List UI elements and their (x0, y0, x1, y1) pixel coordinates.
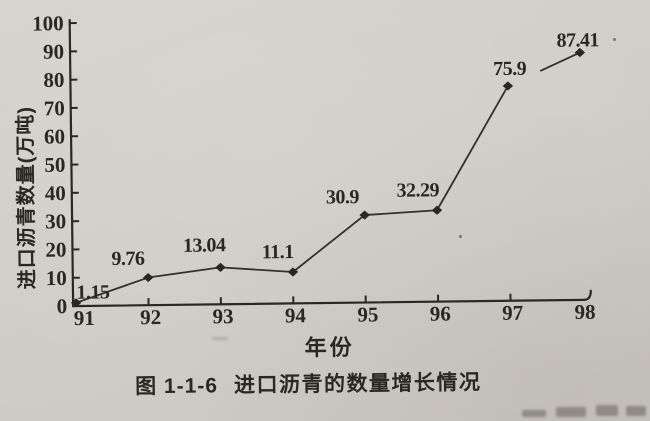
x-tick-label: 94 (285, 303, 307, 327)
figure-number: 图 1-1-6 (134, 374, 219, 399)
y-tick-label: 80 (43, 68, 64, 92)
y-tick-label: 100 (32, 11, 64, 35)
figure-title: 进口沥青的数量增长情况 (233, 371, 482, 398)
data-point-label: 9.76 (111, 248, 145, 270)
y-tick-label: 40 (45, 181, 66, 205)
series-segment (539, 51, 581, 72)
x-tick-label: 91 (74, 306, 95, 330)
x-tick-label: 95 (357, 302, 378, 326)
data-point-marker (431, 205, 443, 215)
x-tick-label: 96 (430, 301, 451, 325)
series-segment (148, 266, 221, 279)
y-tick-label: 90 (43, 39, 64, 63)
x-tick-label: 98 (574, 300, 595, 324)
series-segment (364, 209, 438, 216)
y-tick-label: 30 (45, 209, 66, 233)
series-segment (436, 85, 509, 211)
data-point-marker (70, 298, 82, 308)
data-point-label: 87.41 (556, 29, 599, 52)
data-point-label: 1.15 (76, 281, 110, 303)
data-point-label: 13.04 (183, 234, 226, 257)
data-point-marker (359, 210, 370, 220)
data-point-marker (215, 262, 226, 272)
data-point-marker (502, 81, 514, 91)
y-axis-title: 进口沥青数量(万吨) (14, 105, 39, 290)
y-tick-label: 0 (57, 294, 68, 318)
x-tick-label: 93 (212, 304, 233, 328)
data-point-marker (574, 47, 586, 58)
data-point-label: 75.9 (493, 58, 527, 80)
x-axis-end-hook (582, 289, 592, 301)
series-segment (220, 266, 294, 273)
data-point-marker (143, 272, 154, 283)
x-tick-label: 97 (502, 301, 523, 325)
figure-caption: 图 1-1-6 进口沥青的数量增长情况 (135, 365, 555, 400)
y-tick-label: 70 (44, 96, 65, 120)
data-point-label: 11.1 (262, 241, 294, 263)
y-tick-label: 50 (44, 153, 65, 177)
axis-lines (68, 19, 586, 308)
x-tick-label: 92 (140, 305, 161, 329)
data-point-marker (287, 267, 299, 277)
series-segment (75, 276, 149, 304)
series-segment (292, 214, 366, 273)
y-tick-label: 60 (44, 124, 65, 148)
data-point-label: 32.29 (396, 179, 439, 202)
y-tick-label: 10 (46, 266, 67, 290)
data-point-label: 30.9 (326, 186, 360, 208)
x-axis-title: 年份 (304, 334, 355, 361)
y-tick-label: 20 (45, 238, 66, 262)
